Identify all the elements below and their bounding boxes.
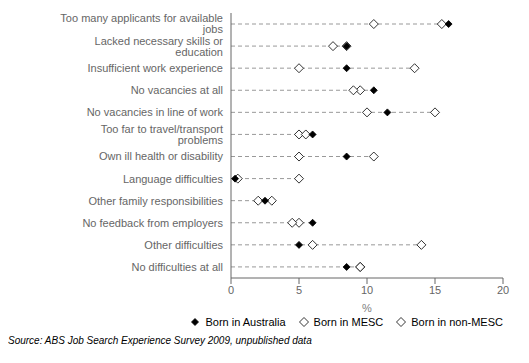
svg-text:Lacked necessary skills oreduc: Lacked necessary skills oreducation <box>95 35 224 58</box>
html-text:Source: ABS Job Search Experie: Source: ABS Job Search Experience Survey… <box>8 335 312 346</box>
svg-text:Own ill health or disability: Own ill health or disability <box>99 150 224 162</box>
svg-text:10: 10 <box>361 284 373 296</box>
svg-text:Too far to travel/transportpro: Too far to travel/transportproblems <box>101 123 224 146</box>
svg-text:5: 5 <box>296 284 302 296</box>
svg-text:15: 15 <box>429 284 441 296</box>
svg-text:0: 0 <box>228 284 234 296</box>
svg-text:Language difficulties: Language difficulties <box>123 173 224 185</box>
svg-text:No difficulties at all: No difficulties at all <box>131 261 223 273</box>
svg-text:No vacancies at all: No vacancies at all <box>131 84 223 96</box>
html-text:Born in MESC: Born in MESC <box>313 316 384 328</box>
svg-text:No vacancies in line of work: No vacancies in line of work <box>87 106 224 118</box>
svg-text:Other family responsibilities: Other family responsibilities <box>89 195 224 207</box>
svg-text:%: % <box>362 302 372 314</box>
html-text:Born in Australia: Born in Australia <box>205 316 286 328</box>
svg-text:Too many applicants for availa: Too many applicants for availablejobs <box>60 12 223 35</box>
svg-text:Insufficient work experience: Insufficient work experience <box>87 62 223 74</box>
svg-text:Other difficulties: Other difficulties <box>144 239 223 251</box>
html-text:Born in non-MESC: Born in non-MESC <box>411 316 503 328</box>
svg-text:No feedback from employers: No feedback from employers <box>82 217 223 229</box>
svg-text:20: 20 <box>497 284 509 296</box>
